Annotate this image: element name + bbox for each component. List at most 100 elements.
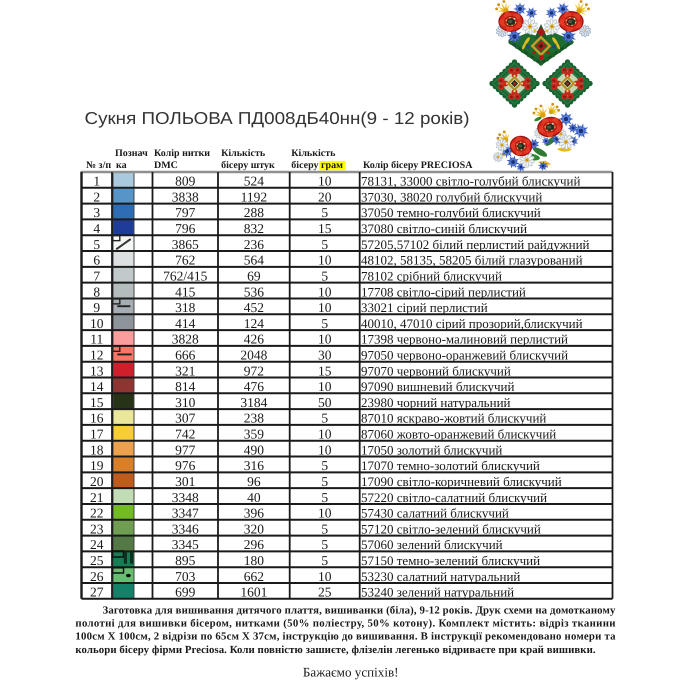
svg-text:307: 307 [175,411,196,426]
svg-text:30: 30 [318,347,332,362]
svg-text:809: 809 [175,174,196,189]
svg-text:762/415: 762/415 [163,268,208,283]
svg-text:4: 4 [93,221,100,236]
svg-text:Познач: Познач [115,148,148,159]
svg-text:288: 288 [244,205,265,220]
svg-text:3345: 3345 [172,537,199,552]
svg-text:10: 10 [318,174,332,189]
svg-text:762: 762 [175,253,195,268]
svg-text:5: 5 [321,521,328,536]
svg-text:бісеру грам: бісеру грам [291,160,343,171]
svg-text:17050 золотий блискучий: 17050 золотий блискучий [361,442,502,457]
svg-text:3184: 3184 [240,395,267,410]
svg-text:12: 12 [90,347,104,362]
svg-text:3348: 3348 [172,490,199,505]
svg-text:10: 10 [318,300,332,315]
svg-text:5: 5 [321,537,328,552]
svg-text:97070 червоний блискучий: 97070 червоний блискучий [361,363,511,378]
svg-text:16: 16 [90,411,104,426]
svg-text:ка: ка [116,160,127,171]
svg-text:10: 10 [90,316,104,331]
svg-text:972: 972 [244,363,264,378]
svg-text:9: 9 [93,300,100,315]
svg-text:17398 червоно-малиновий перлис: 17398 червоно-малиновий перлистий [361,332,568,347]
svg-text:452: 452 [244,300,264,315]
svg-text:20: 20 [318,189,332,204]
svg-text:10: 10 [318,427,332,442]
svg-text:25: 25 [318,585,332,600]
svg-text:10: 10 [318,253,332,268]
svg-text:Заготовка для вишивання дитячо: Заготовка для вишивання дитячого плаття,… [103,604,616,616]
svg-text:124: 124 [244,316,265,331]
svg-text:57150 темно-зелений блискучий: 57150 темно-зелений блискучий [361,553,540,568]
svg-text:180: 180 [244,553,265,568]
svg-text:17: 17 [90,427,104,442]
svg-text:5: 5 [321,490,328,505]
svg-text:10: 10 [318,442,332,457]
svg-text:Кількість: Кількість [221,148,266,159]
svg-text:15: 15 [318,363,332,378]
svg-text:8: 8 [93,284,100,299]
svg-text:40: 40 [247,490,261,505]
svg-text:318: 318 [175,300,196,315]
svg-text:3347: 3347 [172,506,199,521]
svg-text:57220 світло-салатний блискучи: 57220 світло-салатний блискучий [361,490,547,505]
svg-text:536: 536 [244,284,265,299]
svg-text:37050 темно-голубий блискучий: 37050 темно-голубий блискучий [361,205,541,220]
svg-text:№ з/п: № з/п [86,160,111,171]
svg-text:37030, 38020 голубий блискучий: 37030, 38020 голубий блискучий [361,189,542,204]
svg-text:296: 296 [244,537,265,552]
svg-text:3828: 3828 [172,332,199,347]
svg-text:20: 20 [90,474,104,489]
svg-text:11: 11 [90,332,103,347]
svg-text:69: 69 [247,268,261,283]
svg-text:бісеру штук: бісеру штук [221,160,275,171]
svg-text:53240 зелений натуральний: 53240 зелений натуральний [361,585,514,600]
svg-text:10: 10 [318,379,332,394]
svg-text:87010 яскраво-жовтий блискучий: 87010 яскраво-жовтий блискучий [361,411,546,426]
svg-text:564: 564 [244,253,265,268]
svg-text:3865: 3865 [172,237,199,252]
svg-text:кольори бісеру фірми Preciosa.: кольори бісеру фірми Preciosa. Коли повн… [75,644,595,656]
svg-text:57060 зелений блискучий: 57060 зелений блискучий [361,537,503,552]
svg-text:3838: 3838 [172,189,199,204]
svg-text:23: 23 [90,521,104,536]
svg-text:13: 13 [90,363,104,378]
svg-text:5: 5 [321,316,328,331]
svg-text:662: 662 [244,569,264,584]
svg-text:5: 5 [321,411,328,426]
svg-text:524: 524 [244,174,265,189]
svg-text:57205,57102 білий перлистий ра: 57205,57102 білий перлистий райдужний [361,237,590,252]
svg-text:97050 червоно-оранжевий блиску: 97050 червоно-оранжевий блискучий [361,347,568,362]
svg-text:301: 301 [175,474,195,489]
svg-text:797: 797 [175,205,196,220]
svg-text:238: 238 [244,411,265,426]
svg-text:26: 26 [90,569,104,584]
svg-text:14: 14 [90,379,104,394]
svg-text:Кількість: Кількість [291,148,336,159]
svg-text:976: 976 [175,458,196,473]
svg-text:Колір нитки: Колір нитки [154,148,210,159]
svg-text:10: 10 [318,332,332,347]
svg-text:53230 салатний натуральний: 53230 салатний натуральний [361,569,520,584]
svg-text:2048: 2048 [240,347,267,362]
svg-text:10: 10 [318,284,332,299]
svg-text:699: 699 [175,585,196,600]
svg-text:37080 світло-синій блискучий: 37080 світло-синій блискучий [361,221,527,236]
svg-text:48102, 58135, 58205 білий глаз: 48102, 58135, 58205 білий глазурований [361,253,583,268]
svg-text:27: 27 [90,585,104,600]
svg-text:320: 320 [244,521,265,536]
svg-text:321: 321 [175,363,195,378]
svg-text:57120 світло-зелений блискучий: 57120 світло-зелений блискучий [361,521,541,536]
svg-text:1192: 1192 [241,189,268,204]
svg-text:5: 5 [93,237,100,252]
svg-text:310: 310 [175,395,196,410]
svg-text:18: 18 [90,442,104,457]
svg-text:977: 977 [175,442,196,457]
svg-text:10: 10 [318,506,332,521]
svg-text:414: 414 [175,316,196,331]
svg-text:78131, 33000 світло-голубий бл: 78131, 33000 світло-голубий блискучий [361,174,581,189]
svg-text:23980 чорний натуральний: 23980 чорний натуральний [361,395,511,410]
svg-text:Бажаємо успіхів!: Бажаємо успіхів! [303,664,399,679]
svg-text:5: 5 [321,237,328,252]
